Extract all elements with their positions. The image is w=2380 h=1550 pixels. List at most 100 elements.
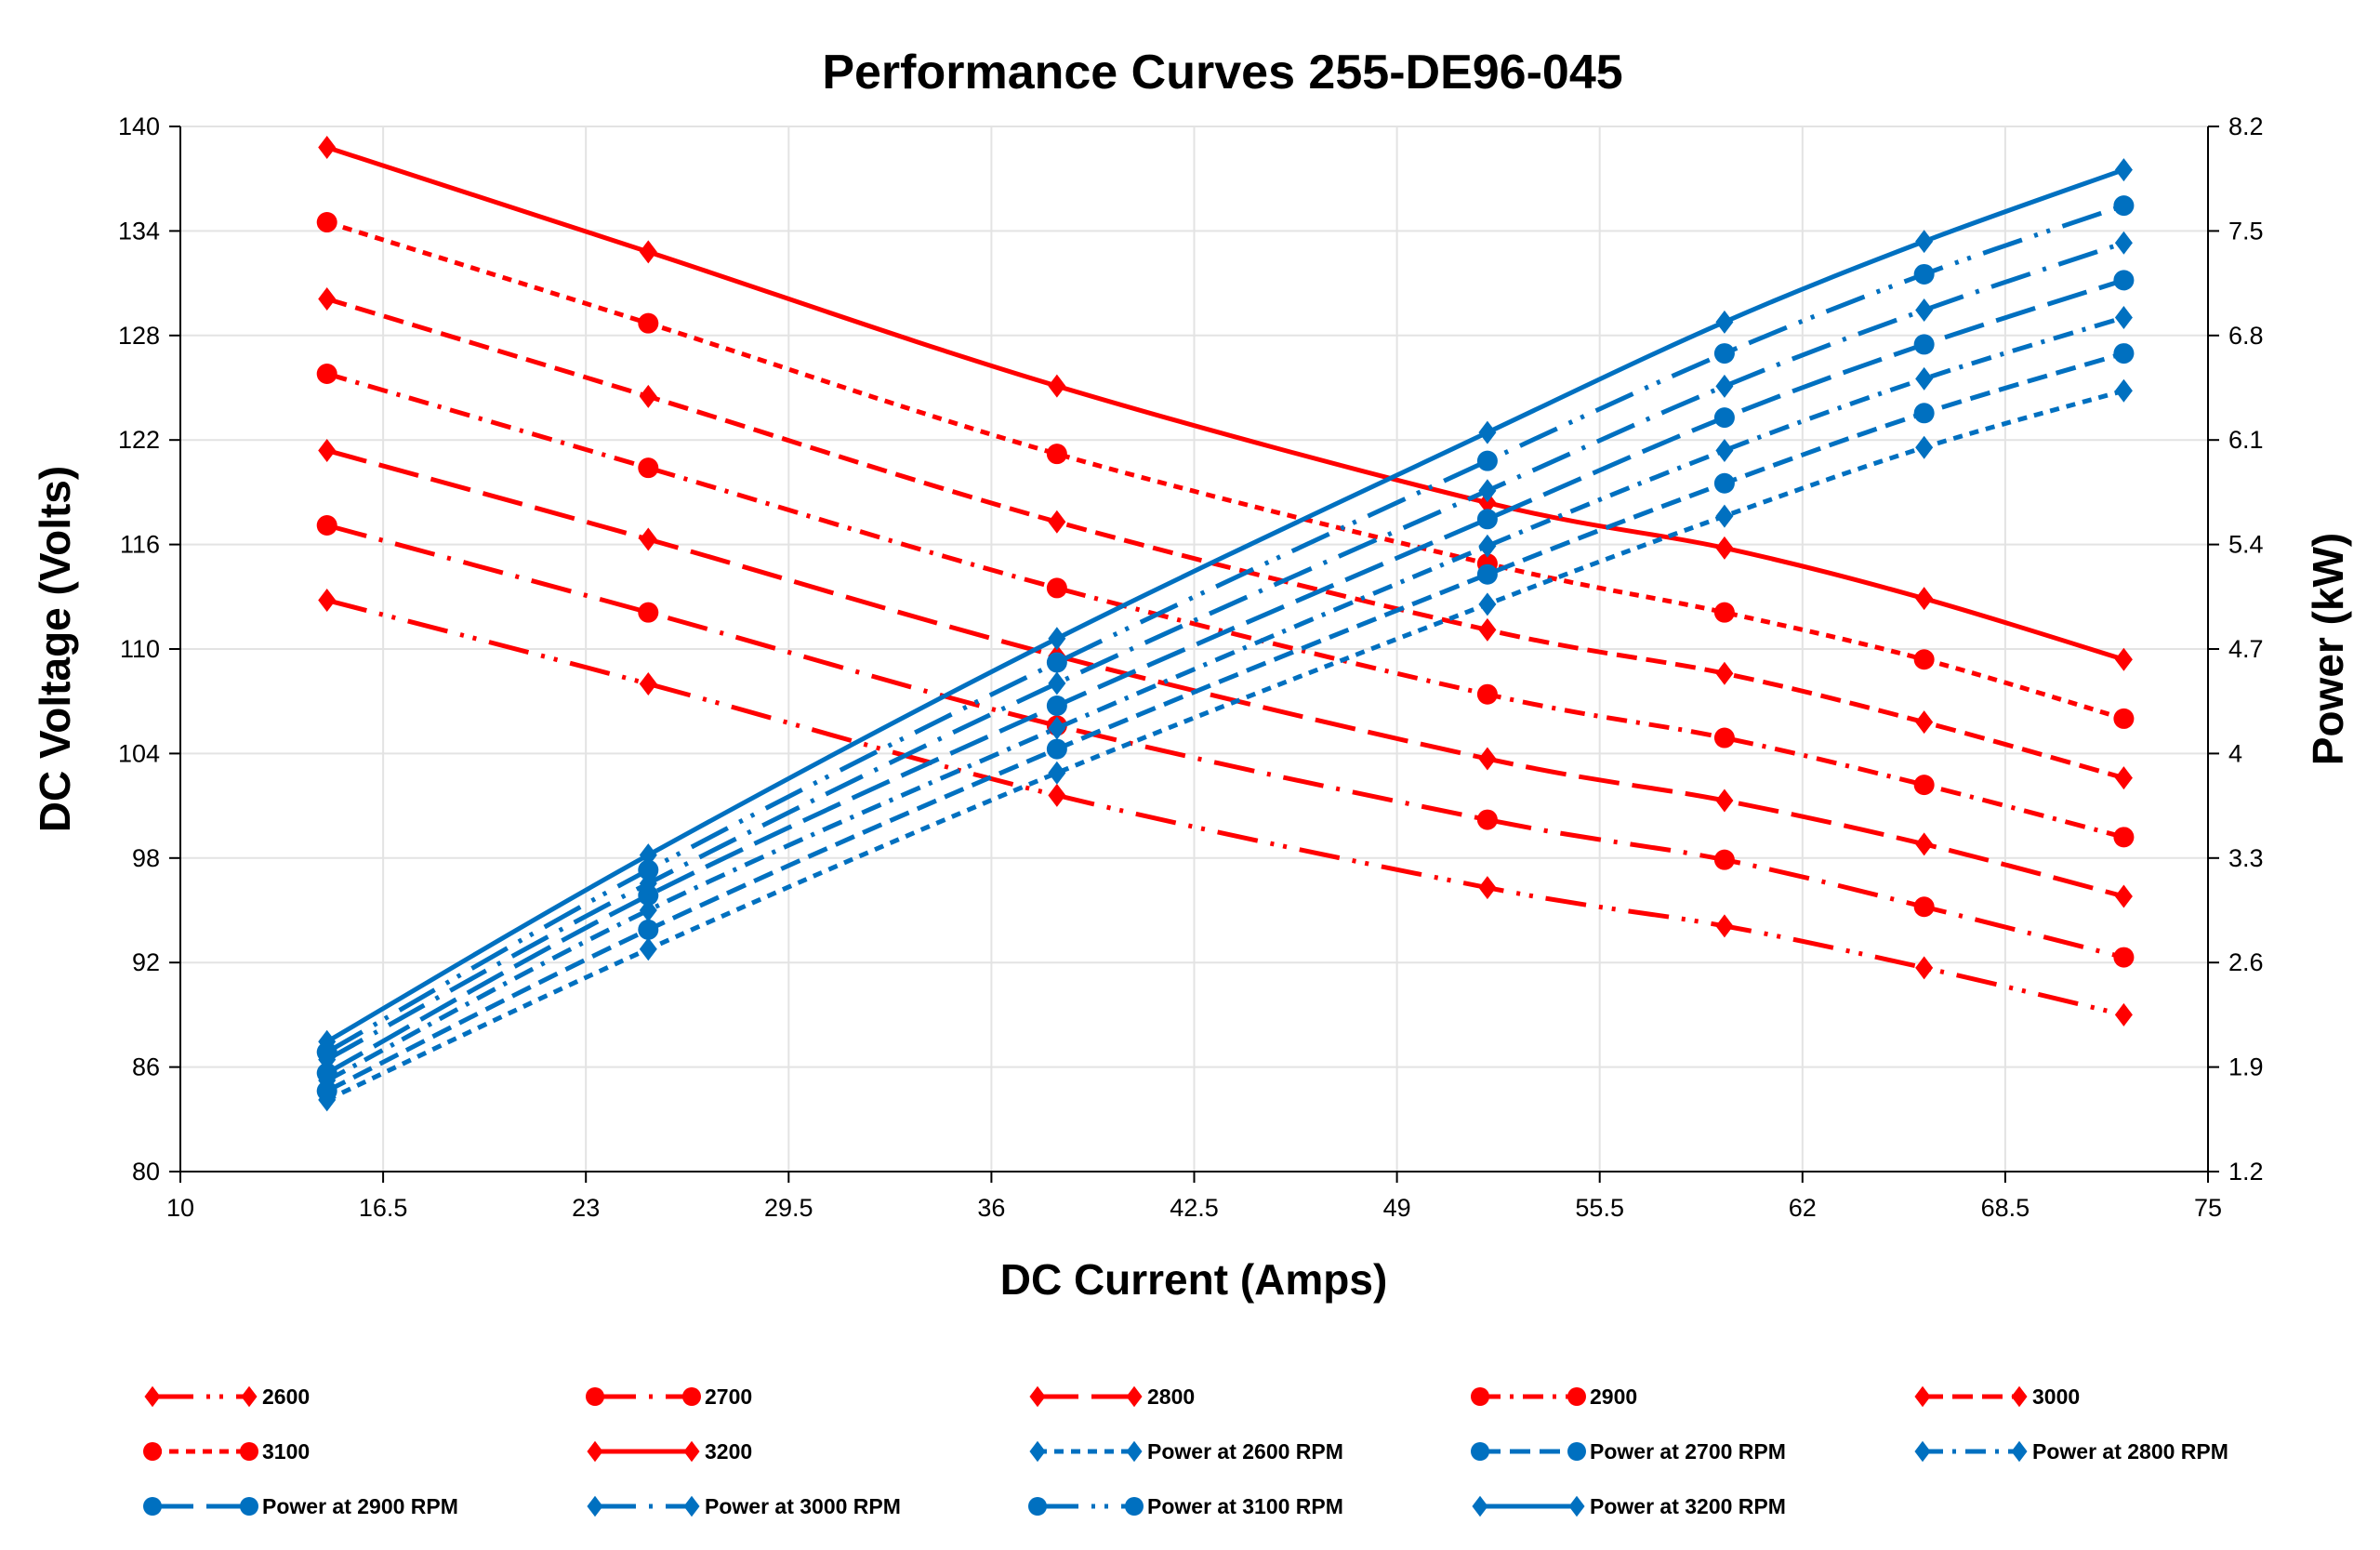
series-3100 xyxy=(316,212,2135,729)
series-3000 xyxy=(318,286,2133,790)
data-point xyxy=(1915,956,1934,980)
x-tick-label: 36 xyxy=(977,1194,1005,1222)
legend-marker xyxy=(2011,1440,2028,1463)
series-power-at-3100-rpm xyxy=(316,195,2135,1063)
y2-tick-label: 5.4 xyxy=(2228,531,2264,559)
series-line xyxy=(326,371,2125,840)
data-point xyxy=(1913,775,1935,796)
y-tick-label: 122 xyxy=(118,426,160,454)
data-point xyxy=(1915,366,1934,391)
data-point xyxy=(1048,510,1066,534)
legend-label: 3100 xyxy=(262,1439,310,1464)
data-point xyxy=(1715,374,1734,398)
legend-marker xyxy=(682,1387,701,1406)
data-point xyxy=(1713,407,1735,429)
data-point xyxy=(1915,710,1934,735)
data-point xyxy=(1048,716,1066,740)
series-line xyxy=(325,203,2125,1054)
data-point xyxy=(1715,438,1734,462)
data-point xyxy=(1715,788,1734,813)
data-point xyxy=(638,919,659,940)
series-line xyxy=(325,219,2125,722)
x-tick-label: 75 xyxy=(2194,1194,2222,1222)
legend-item: Power at 2800 RPM xyxy=(1914,1439,2228,1464)
legend-label: Power at 2900 RPM xyxy=(262,1494,458,1518)
series-power-at-2700-rpm xyxy=(316,343,2135,1102)
data-point xyxy=(1913,334,1935,355)
x-tick-label: 68.5 xyxy=(1981,1194,2030,1222)
series-power-at-2900-rpm xyxy=(316,270,2135,1084)
data-point xyxy=(2114,158,2133,182)
data-point xyxy=(2114,378,2133,403)
legend-marker xyxy=(1029,1440,1046,1463)
legend-label: Power at 2700 RPM xyxy=(1590,1439,1786,1464)
data-point xyxy=(638,602,659,623)
y2-axis-label: Power (kW) xyxy=(2304,533,2352,765)
x-tick-label: 16.5 xyxy=(359,1194,408,1222)
legend-item: Power at 3000 RPM xyxy=(587,1494,901,1518)
x-axis-label: DC Current (Amps) xyxy=(1000,1255,1388,1304)
legend-item: 2600 xyxy=(144,1384,310,1409)
legend-marker xyxy=(1126,1440,1143,1463)
data-point xyxy=(1713,472,1735,494)
data-point xyxy=(1046,652,1067,673)
y-tick-label: 110 xyxy=(120,635,160,663)
legend-marker xyxy=(1567,1442,1586,1461)
legend-label: Power at 2600 RPM xyxy=(1147,1439,1343,1464)
data-point xyxy=(638,312,659,334)
legend-marker xyxy=(1028,1497,1047,1516)
x-tick-label: 29.5 xyxy=(764,1194,813,1222)
data-point xyxy=(639,843,657,868)
legend: 2600 2700 2800 2900 3000 3100 3200 Power at 260… xyxy=(143,1384,2228,1518)
legend-marker xyxy=(1471,1387,1489,1406)
data-point xyxy=(1046,444,1067,465)
y-tick-label: 98 xyxy=(132,844,160,872)
data-point xyxy=(1046,738,1067,760)
data-point xyxy=(1715,914,1734,938)
legend-label: Power at 3100 RPM xyxy=(1147,1494,1343,1518)
y-tick-label: 116 xyxy=(120,531,160,559)
data-point xyxy=(1913,403,1935,424)
y2-tick-label: 1.9 xyxy=(2228,1053,2264,1081)
legend-marker xyxy=(1567,1387,1586,1406)
series-line xyxy=(325,145,2125,662)
series-line xyxy=(326,448,2125,899)
legend-item: Power at 3100 RPM xyxy=(1028,1494,1343,1518)
data-point xyxy=(1913,649,1935,670)
data-point xyxy=(639,240,657,264)
legend-item: 2700 xyxy=(586,1384,752,1409)
legend-marker xyxy=(241,1385,258,1408)
legend-marker xyxy=(586,1387,604,1406)
y-tick-label: 134 xyxy=(118,217,160,245)
legend-marker xyxy=(240,1497,258,1516)
legend-item: Power at 2700 RPM xyxy=(1471,1439,1786,1464)
legend-marker xyxy=(1472,1495,1488,1517)
data-point xyxy=(1476,450,1498,471)
data-point xyxy=(2113,270,2135,291)
legend-marker xyxy=(587,1495,603,1517)
data-point xyxy=(318,438,337,462)
legend-item: Power at 2900 RPM xyxy=(143,1494,458,1518)
data-point xyxy=(638,884,659,906)
data-point xyxy=(2113,195,2135,217)
series-power-at-2600-rpm xyxy=(318,378,2133,1112)
data-point xyxy=(1048,374,1066,398)
data-point xyxy=(1046,696,1067,717)
legend-marker xyxy=(683,1495,700,1517)
data-point xyxy=(639,937,657,961)
data-point xyxy=(1048,783,1066,807)
gridlines xyxy=(179,126,2209,1172)
data-point xyxy=(2113,708,2135,729)
series-line xyxy=(325,351,2125,1093)
chart-title: Performance Curves 255-DE96-045 xyxy=(822,46,1622,99)
data-point xyxy=(1715,536,1734,560)
legend-item: 2900 xyxy=(1471,1384,1637,1409)
data-point xyxy=(1915,587,1934,611)
data-point xyxy=(1478,592,1497,616)
legend-marker xyxy=(144,1385,161,1408)
legend-item: 3000 xyxy=(1914,1384,2080,1409)
data-point xyxy=(2113,343,2135,364)
legend-item: 2800 xyxy=(1029,1384,1195,1409)
y-axis-label: DC Voltage (Volts) xyxy=(31,466,79,832)
